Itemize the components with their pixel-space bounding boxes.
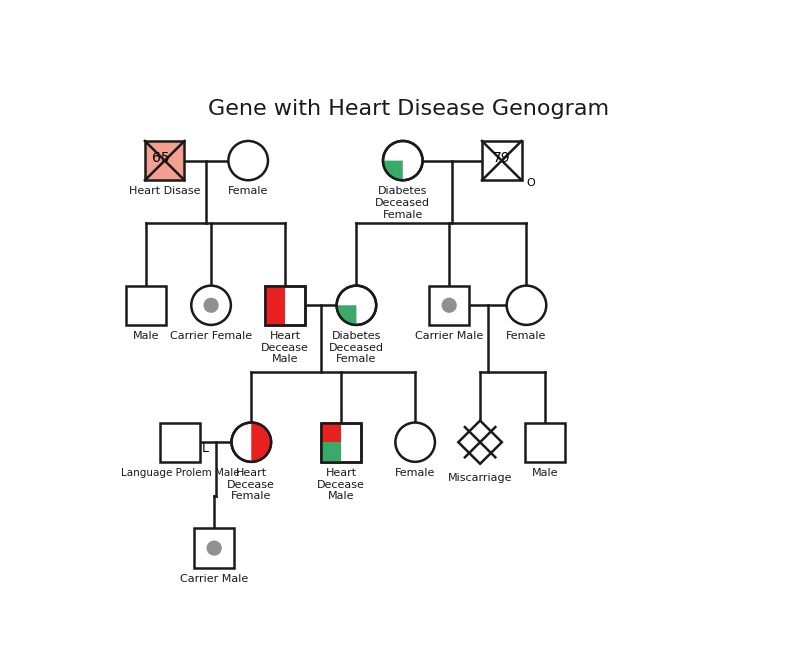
Bar <box>525 423 565 462</box>
Ellipse shape <box>442 299 456 312</box>
Text: Female: Female <box>228 187 268 197</box>
Ellipse shape <box>395 423 435 462</box>
Bar <box>126 286 166 325</box>
Ellipse shape <box>231 423 271 462</box>
Text: Carrier Female: Carrier Female <box>170 331 252 341</box>
Text: L: L <box>202 442 209 454</box>
Text: Diabetes
Deceased
Female: Diabetes Deceased Female <box>329 331 384 364</box>
Bar <box>145 141 184 180</box>
Text: Heart Disase: Heart Disase <box>129 187 200 197</box>
Ellipse shape <box>192 286 231 325</box>
Text: Male: Male <box>133 331 160 341</box>
Polygon shape <box>458 421 502 464</box>
Text: Carrier Male: Carrier Male <box>180 574 248 584</box>
Text: Gene with Heart Disease Genogram: Gene with Heart Disease Genogram <box>208 99 610 119</box>
Bar <box>266 286 305 325</box>
Text: Female: Female <box>395 468 436 478</box>
Ellipse shape <box>207 541 221 555</box>
Text: Heart
Decease
Female: Heart Decease Female <box>227 468 275 501</box>
Ellipse shape <box>228 141 268 180</box>
Text: Language Prolem Male: Language Prolem Male <box>120 468 239 478</box>
Ellipse shape <box>507 286 547 325</box>
Bar <box>482 141 522 180</box>
Bar <box>160 423 200 462</box>
Text: Miscarriage: Miscarriage <box>448 472 512 482</box>
Ellipse shape <box>337 286 376 325</box>
Polygon shape <box>337 305 357 325</box>
Bar <box>195 529 234 568</box>
Bar <box>321 423 361 462</box>
Bar <box>321 442 341 462</box>
Text: O: O <box>527 178 535 188</box>
Bar <box>266 286 305 325</box>
Text: 79: 79 <box>493 151 511 164</box>
Text: Female: Female <box>506 331 547 341</box>
Polygon shape <box>251 423 271 462</box>
Text: Heart
Decease
Male: Heart Decease Male <box>317 468 365 501</box>
Ellipse shape <box>383 141 423 180</box>
Text: Diabetes
Deceased
Female: Diabetes Deceased Female <box>375 187 430 219</box>
Bar <box>266 286 286 325</box>
Text: Male: Male <box>531 468 559 478</box>
Text: 65: 65 <box>152 151 169 164</box>
Bar <box>321 423 361 462</box>
Text: Carrier Male: Carrier Male <box>415 331 484 341</box>
Ellipse shape <box>204 299 218 312</box>
Bar <box>321 423 341 442</box>
Bar <box>429 286 469 325</box>
Polygon shape <box>383 160 403 180</box>
Text: Heart
Decease
Male: Heart Decease Male <box>262 331 309 364</box>
